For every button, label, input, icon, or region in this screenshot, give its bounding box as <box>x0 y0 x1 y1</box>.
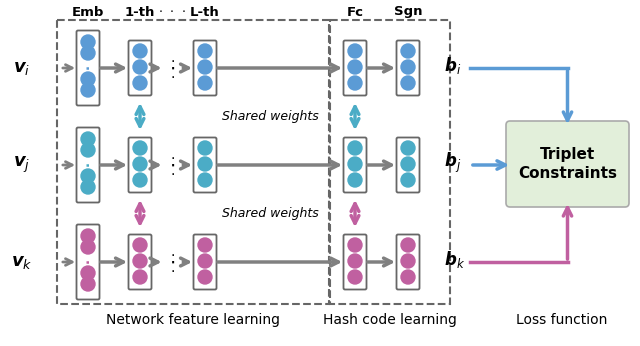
Text: $\boldsymbol{b}_i$: $\boldsymbol{b}_i$ <box>444 55 461 76</box>
Text: Shared weights: Shared weights <box>221 110 318 123</box>
Circle shape <box>348 141 362 155</box>
Text: $\cdot$: $\cdot$ <box>170 69 175 83</box>
Circle shape <box>81 229 95 243</box>
Text: $\cdot$: $\cdot$ <box>170 150 175 164</box>
Circle shape <box>133 44 147 58</box>
Text: $\cdot$: $\cdot$ <box>170 166 175 180</box>
Circle shape <box>348 157 362 171</box>
FancyBboxPatch shape <box>77 127 99 202</box>
FancyBboxPatch shape <box>193 137 216 192</box>
Text: $\boldsymbol{v}_k$: $\boldsymbol{v}_k$ <box>11 253 33 271</box>
Circle shape <box>348 254 362 268</box>
Circle shape <box>81 35 95 49</box>
FancyBboxPatch shape <box>129 137 152 192</box>
Circle shape <box>348 60 362 74</box>
Text: $\cdot$: $\cdot$ <box>170 58 175 78</box>
Circle shape <box>401 157 415 171</box>
Circle shape <box>133 157 147 171</box>
Circle shape <box>348 270 362 284</box>
Circle shape <box>133 270 147 284</box>
Circle shape <box>198 173 212 187</box>
Text: $\boldsymbol{b}_k$: $\boldsymbol{b}_k$ <box>444 249 465 271</box>
FancyBboxPatch shape <box>344 235 367 290</box>
Circle shape <box>133 173 147 187</box>
FancyBboxPatch shape <box>506 121 629 207</box>
Circle shape <box>198 60 212 74</box>
Circle shape <box>198 76 212 90</box>
Text: Emb: Emb <box>72 6 104 18</box>
Circle shape <box>81 169 95 183</box>
FancyBboxPatch shape <box>397 40 419 95</box>
Circle shape <box>133 76 147 90</box>
Text: Sgn: Sgn <box>394 6 422 18</box>
Circle shape <box>81 46 95 60</box>
FancyBboxPatch shape <box>344 40 367 95</box>
Circle shape <box>348 173 362 187</box>
Text: Triplet: Triplet <box>540 146 595 162</box>
Text: $\boldsymbol{v}_i$: $\boldsymbol{v}_i$ <box>13 59 31 77</box>
Circle shape <box>81 277 95 291</box>
Circle shape <box>81 180 95 194</box>
Circle shape <box>133 141 147 155</box>
Circle shape <box>133 60 147 74</box>
Circle shape <box>198 270 212 284</box>
Circle shape <box>348 238 362 252</box>
Text: Loss function: Loss function <box>516 313 608 327</box>
Circle shape <box>81 143 95 157</box>
Text: Network feature learning: Network feature learning <box>106 313 280 327</box>
Circle shape <box>133 254 147 268</box>
Text: $\cdot$: $\cdot$ <box>170 253 175 272</box>
Circle shape <box>81 132 95 146</box>
Circle shape <box>401 60 415 74</box>
Text: $\cdot$: $\cdot$ <box>170 247 175 261</box>
Text: Constraints: Constraints <box>518 166 617 182</box>
Circle shape <box>401 238 415 252</box>
Text: $\cdot$: $\cdot$ <box>170 155 175 174</box>
FancyBboxPatch shape <box>344 137 367 192</box>
FancyBboxPatch shape <box>397 235 419 290</box>
FancyBboxPatch shape <box>397 137 419 192</box>
Circle shape <box>401 173 415 187</box>
Text: $\boldsymbol{v}_j$: $\boldsymbol{v}_j$ <box>13 155 31 175</box>
Text: $\cdot$: $\cdot$ <box>170 53 175 67</box>
FancyBboxPatch shape <box>129 235 152 290</box>
Circle shape <box>81 266 95 280</box>
Circle shape <box>401 254 415 268</box>
FancyBboxPatch shape <box>77 30 99 106</box>
Circle shape <box>401 270 415 284</box>
Circle shape <box>198 157 212 171</box>
FancyBboxPatch shape <box>129 40 152 95</box>
Text: Fc: Fc <box>346 6 364 18</box>
FancyBboxPatch shape <box>193 235 216 290</box>
Circle shape <box>401 76 415 90</box>
Circle shape <box>198 238 212 252</box>
Circle shape <box>198 254 212 268</box>
Text: Shared weights: Shared weights <box>221 207 318 220</box>
FancyBboxPatch shape <box>193 40 216 95</box>
Text: $\boldsymbol{b}_j$: $\boldsymbol{b}_j$ <box>444 151 461 175</box>
Circle shape <box>81 72 95 86</box>
Circle shape <box>348 44 362 58</box>
Circle shape <box>81 240 95 254</box>
Text: $\cdot$  $\cdot$  $\cdot$: $\cdot$ $\cdot$ $\cdot$ <box>158 6 187 18</box>
Circle shape <box>133 238 147 252</box>
Circle shape <box>401 141 415 155</box>
Text: L-th: L-th <box>190 6 220 18</box>
Text: $\cdot$: $\cdot$ <box>170 263 175 277</box>
Circle shape <box>198 44 212 58</box>
Text: Hash code learning: Hash code learning <box>323 313 457 327</box>
Circle shape <box>198 141 212 155</box>
Circle shape <box>401 44 415 58</box>
Circle shape <box>81 83 95 97</box>
Circle shape <box>348 76 362 90</box>
FancyBboxPatch shape <box>77 225 99 300</box>
Text: 1-th: 1-th <box>125 6 155 18</box>
